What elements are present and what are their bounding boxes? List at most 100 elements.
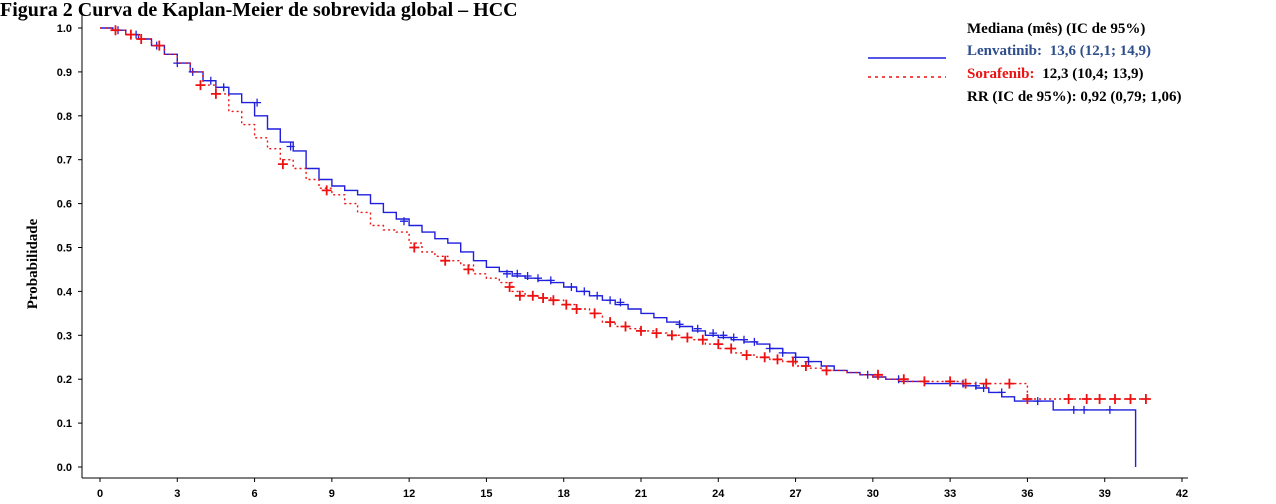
- censor-mark-sorafenib: [548, 295, 559, 306]
- censor-mark-lenvatinib: [534, 274, 542, 283]
- x-tick-label: 33: [944, 488, 956, 500]
- censor-mark-lenvatinib: [1069, 405, 1078, 414]
- censor-mark-lenvatinib: [1105, 405, 1114, 414]
- censor-mark-sorafenib: [589, 308, 600, 319]
- censor-mark-lenvatinib: [400, 217, 408, 226]
- y-tick-label: 0.7: [57, 155, 72, 167]
- censor-mark-sorafenib: [210, 88, 221, 99]
- censor-mark-sorafenib: [788, 356, 798, 367]
- y-tick-label: 0.5: [57, 243, 72, 255]
- censor-mark-lenvatinib: [593, 291, 602, 300]
- censor-mark-sorafenib: [195, 80, 206, 91]
- x-tick-label: 36: [1021, 488, 1033, 500]
- censor-mark-lenvatinib: [1080, 405, 1089, 414]
- censor-mark-sorafenib: [561, 299, 572, 310]
- y-tick-label: 0.6: [57, 199, 72, 211]
- y-tick-label: 0.8: [57, 111, 72, 123]
- censor-mark-lenvatinib: [567, 283, 576, 291]
- legend-name-lenvatinib: Lenvatinib:: [967, 43, 1042, 59]
- censor-mark-lenvatinib: [253, 98, 262, 107]
- legend-entry-sorafenib: Sorafenib: 12,3 (10,4; 13,9): [967, 66, 1144, 82]
- censor-mark-sorafenib: [697, 334, 708, 345]
- censor-mark-sorafenib: [136, 34, 147, 44]
- censor-mark-lenvatinib: [546, 276, 555, 285]
- legend-hazard-ratio: RR (IC de 95%): 0,92 (0,79; 1,06): [967, 89, 1182, 105]
- x-tick-label: 42: [1176, 488, 1188, 500]
- y-tick-label: 0.1: [57, 418, 72, 430]
- censor-mark-sorafenib: [636, 325, 646, 336]
- censor-mark-lenvatinib: [503, 269, 511, 278]
- censor-mark-sorafenib: [571, 304, 582, 314]
- censor-mark-sorafenib: [504, 282, 515, 292]
- x-tick-label: 30: [867, 488, 879, 500]
- censor-mark-sorafenib: [919, 376, 930, 387]
- censor-mark-sorafenib: [759, 352, 770, 363]
- censor-mark-sorafenib: [440, 255, 451, 266]
- x-tick-label: 9: [329, 488, 335, 500]
- censor-mark-sorafenib: [1140, 394, 1151, 404]
- censor-mark-sorafenib: [110, 25, 121, 36]
- censor-mark-sorafenib: [1063, 394, 1074, 404]
- censor-mark-sorafenib: [726, 343, 737, 354]
- y-axis-label: Probabilidade: [25, 218, 41, 309]
- x-tick-label: 27: [789, 488, 801, 500]
- censor-mark-sorafenib: [713, 339, 724, 350]
- censor-mark-sorafenib: [873, 369, 883, 380]
- censor-mark-lenvatinib: [997, 388, 1006, 397]
- censor-mark-lenvatinib: [740, 335, 748, 344]
- censor-mark-sorafenib: [1125, 394, 1136, 404]
- x-tick-label: 0: [97, 488, 103, 500]
- x-tick-label: 3: [174, 488, 180, 500]
- x-tick-label: 21: [635, 488, 647, 500]
- censor-mark-lenvatinib: [606, 296, 615, 305]
- censor-mark-sorafenib: [945, 376, 956, 387]
- x-tick-label: 12: [403, 488, 415, 500]
- censor-mark-lenvatinib: [765, 344, 774, 353]
- legend-name-sorafenib: Sorafenib:: [967, 66, 1035, 82]
- censor-mark-sorafenib: [800, 361, 811, 371]
- censor-mark-sorafenib: [898, 374, 909, 385]
- series-sorafenib: [100, 25, 1151, 404]
- x-tick-label: 6: [252, 488, 258, 500]
- censor-mark-sorafenib: [1110, 394, 1120, 404]
- censor-mark-sorafenib: [821, 365, 832, 376]
- censor-mark-sorafenib: [620, 321, 631, 332]
- censor-mark-sorafenib: [514, 290, 525, 301]
- censor-mark-sorafenib: [741, 350, 752, 361]
- censor-mark-lenvatinib: [693, 324, 702, 333]
- x-tick-label: 15: [480, 488, 492, 500]
- censor-mark-lenvatinib: [580, 287, 589, 296]
- censor-mark-sorafenib: [772, 354, 783, 365]
- censor-mark-sorafenib: [960, 378, 971, 389]
- series-layer: [100, 25, 1151, 467]
- chart-title: Figura 2 Curva de Kaplan-Meier de sobrev…: [0, 0, 518, 21]
- y-tick-label: 0.4: [57, 286, 73, 298]
- censor-mark-sorafenib: [981, 378, 992, 389]
- legend-value-sorafenib: 12,3 (10,4; 13,9): [1042, 66, 1143, 82]
- censor-mark-lenvatinib: [675, 320, 684, 329]
- censor-mark-sorafenib: [682, 332, 693, 343]
- censor-mark-sorafenib: [463, 264, 474, 275]
- censor-mark-sorafenib: [1081, 394, 1092, 404]
- y-tick-label: 0.2: [57, 374, 72, 386]
- censor-mark-lenvatinib: [616, 298, 625, 307]
- censor-mark-sorafenib: [125, 29, 136, 40]
- censor-mark-lenvatinib: [286, 142, 295, 151]
- censor-mark-sorafenib: [1094, 394, 1105, 404]
- censor-mark-sorafenib: [1022, 394, 1033, 404]
- censor-mark-lenvatinib: [719, 331, 728, 340]
- censor-mark-sorafenib: [409, 242, 420, 253]
- y-tick-label: 0.0: [57, 462, 72, 474]
- censor-mark-lenvatinib: [523, 272, 532, 280]
- y-tick-label: 0.3: [57, 330, 72, 342]
- x-tick-label: 24: [712, 488, 725, 500]
- y-tick-label: 0.9: [57, 67, 72, 79]
- x-tick-label: 18: [558, 488, 570, 500]
- legend: Mediana (mês) (IC de 95%) Lenvatinib: 13…: [868, 21, 1182, 105]
- censor-mark-sorafenib: [1004, 378, 1015, 389]
- censor-mark-sorafenib: [666, 330, 677, 341]
- censor-mark-sorafenib: [154, 40, 165, 51]
- censor-mark-lenvatinib: [219, 83, 228, 92]
- censor-mark-lenvatinib: [729, 333, 738, 342]
- y-tick-label: 1.0: [57, 23, 72, 35]
